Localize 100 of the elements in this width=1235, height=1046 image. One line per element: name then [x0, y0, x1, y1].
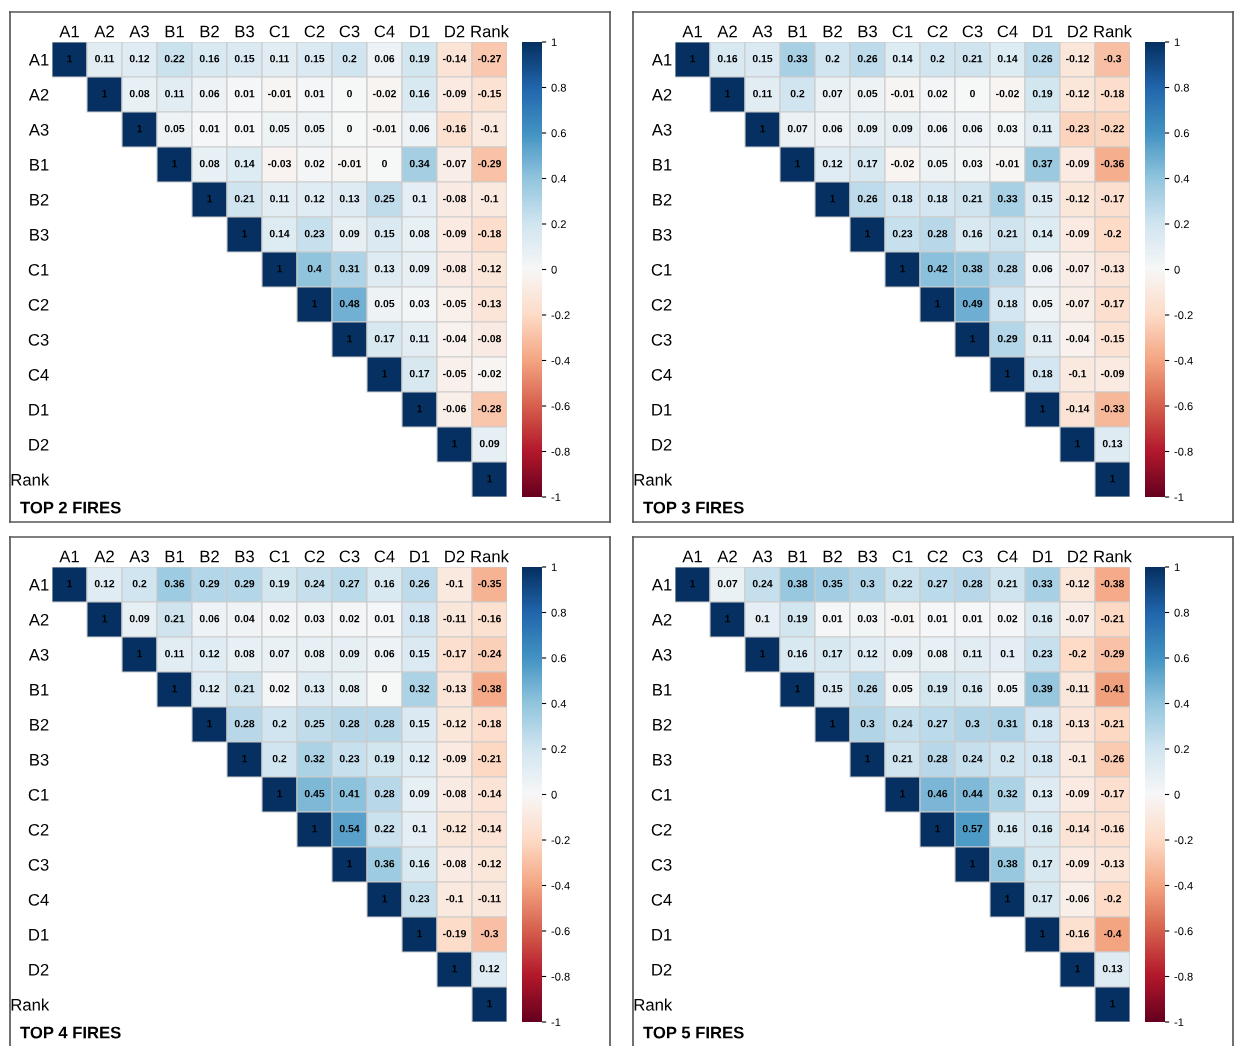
data-label: 1	[830, 195, 836, 203]
y-tick-label: Rank	[634, 473, 673, 486]
data-label: 0.22	[164, 54, 185, 63]
data-label: 0.3	[965, 719, 980, 728]
data-label: 1	[347, 335, 353, 343]
color-bar-label: -1	[1174, 493, 1184, 502]
x-tick-label: A1	[59, 25, 79, 38]
data-label: -0.16	[1101, 824, 1124, 833]
data-label: -0.35	[478, 579, 502, 588]
data-label: -0.36	[1101, 159, 1124, 168]
x-tick-label: B2	[823, 550, 842, 563]
y-tick-label: C3	[28, 858, 49, 871]
x-tick-label: A3	[752, 25, 772, 38]
y-tick-label: C1	[651, 788, 672, 801]
data-label: 0.08	[129, 89, 150, 98]
data-label: -0.01	[891, 89, 915, 98]
data-label: 0.28	[927, 754, 948, 763]
data-label: 0	[382, 684, 387, 693]
data-label: -0.38	[1101, 579, 1125, 588]
color-bar-label: -0.6	[551, 402, 570, 411]
data-label: -0.03	[268, 159, 291, 168]
data-label: 0.1	[412, 194, 427, 203]
data-label: 0.31	[339, 264, 360, 273]
color-bar-label: 0.6	[1174, 129, 1189, 138]
data-label: 0.12	[409, 754, 430, 763]
data-label: 0.38	[787, 579, 808, 588]
data-label: 0.03	[304, 614, 325, 623]
data-label: -0.06	[443, 404, 466, 413]
data-label: 0	[347, 124, 352, 133]
data-label: 0.18	[1032, 754, 1053, 763]
data-label: 0.08	[234, 649, 255, 658]
data-label: 0.09	[857, 124, 878, 133]
data-label: 0.11	[1033, 334, 1053, 343]
color-bar-label: -0.8	[1174, 972, 1193, 981]
data-label: -0.09	[1066, 159, 1089, 168]
data-label: 1	[795, 160, 801, 168]
data-label: 0.14	[997, 54, 1018, 63]
data-label: 0.12	[199, 684, 220, 693]
data-label: -0.22	[1101, 124, 1124, 133]
y-tick-label: A3	[28, 648, 49, 661]
data-label: 1	[725, 615, 731, 623]
color-bar-label: 0	[551, 790, 557, 799]
color-bar-label: -0.2	[1174, 836, 1193, 845]
data-label: -0.08	[443, 264, 467, 273]
data-label: -0.13	[443, 684, 466, 693]
data-label: 0.13	[1032, 789, 1053, 798]
data-label: -0.18	[478, 719, 502, 728]
y-tick-label: C2	[28, 823, 49, 836]
x-tick-label: A3	[129, 25, 149, 38]
y-tick-label: A1	[651, 579, 672, 591]
data-label: 0.17	[1032, 859, 1053, 868]
x-tick-label: C3	[339, 25, 360, 38]
data-label: 0.16	[997, 824, 1018, 833]
data-label: 1	[102, 90, 108, 98]
color-bar-label: 0.8	[551, 83, 566, 92]
data-label: 1	[382, 370, 388, 378]
data-label: 1	[277, 790, 283, 798]
data-label: 0.19	[269, 579, 290, 588]
data-label: 0.07	[822, 89, 843, 98]
data-label: -0.05	[443, 299, 467, 308]
data-label: -0.15	[1101, 334, 1125, 343]
data-label: -0.38	[478, 684, 502, 693]
data-label: 0.18	[997, 299, 1018, 308]
x-tick-label: B3	[858, 550, 877, 563]
data-label: 0	[970, 89, 975, 98]
data-label: 0.48	[339, 299, 360, 308]
data-label: -0.12	[1066, 194, 1089, 203]
data-label: 1	[172, 685, 178, 693]
data-label: 0.14	[1032, 229, 1053, 238]
data-label: 0.27	[927, 719, 948, 728]
y-tick-label: C4	[28, 368, 49, 381]
data-label: 0.16	[409, 859, 430, 868]
data-label: 0.05	[857, 89, 878, 98]
y-tick-label: D2	[652, 438, 672, 451]
data-label: -0.19	[443, 929, 466, 938]
data-label: 0.09	[129, 614, 150, 623]
color-bar-label: 0.2	[551, 745, 566, 754]
data-label: 0.12	[94, 579, 115, 588]
x-tick-label: C4	[997, 25, 1018, 38]
x-tick-label: B3	[235, 550, 254, 563]
data-label: 0.08	[409, 229, 430, 238]
data-label: 0.46	[927, 789, 948, 798]
data-label: 0.17	[857, 159, 878, 168]
data-label: 0.18	[1032, 369, 1053, 378]
data-label: 0.39	[1032, 684, 1053, 693]
data-label: 0.09	[409, 789, 430, 798]
data-label: 0.18	[409, 614, 430, 623]
y-tick-label: B1	[30, 159, 49, 171]
color-bar-label: -1	[551, 1018, 561, 1027]
data-label: 1	[970, 860, 976, 868]
data-label: -0.12	[443, 719, 466, 728]
data-label: 0.25	[374, 194, 395, 203]
x-tick-label: C4	[374, 25, 395, 38]
y-tick-label: D2	[29, 963, 49, 976]
data-label: 0.11	[95, 54, 115, 63]
data-label: 0.11	[165, 89, 185, 98]
data-label: -0.18	[478, 229, 502, 238]
data-label: 0.08	[304, 649, 325, 658]
data-label: -0.07	[443, 159, 466, 168]
data-label: 0.01	[374, 614, 395, 623]
